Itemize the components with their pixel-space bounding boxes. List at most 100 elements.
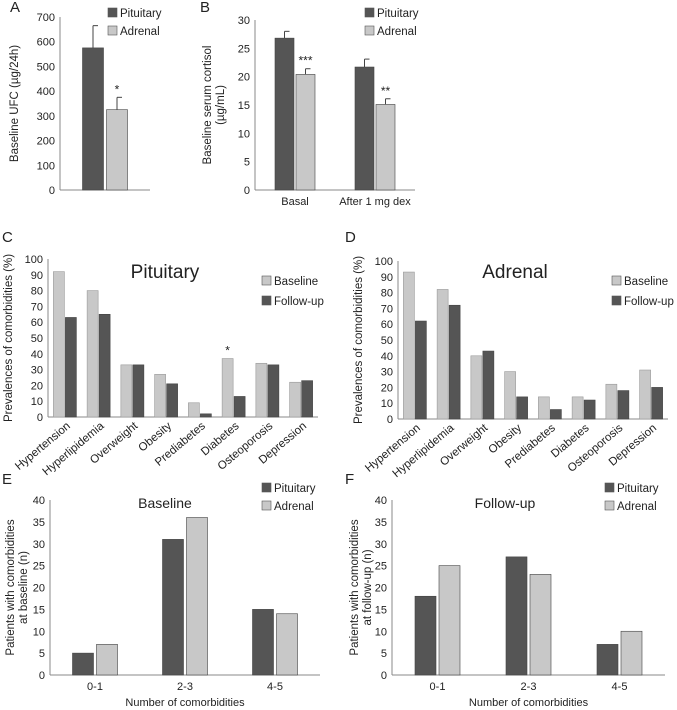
- y-tick-label: 10: [31, 396, 43, 408]
- bar-follow-up: [415, 320, 427, 420]
- y-tick-label: 300: [37, 111, 55, 123]
- y-tick-label: 50: [381, 335, 393, 347]
- panel-label: B: [200, 0, 210, 16]
- bar-adrenal: [620, 630, 643, 676]
- bar-follow-up: [583, 399, 596, 420]
- y-tick-label: 0: [244, 185, 250, 197]
- y-tick-label: 35: [375, 517, 387, 529]
- panel-label: D: [345, 229, 356, 246]
- legend-label: Pituitary: [120, 8, 162, 20]
- legend-label: Adrenal: [617, 501, 657, 513]
- chart-title: Baseline: [138, 495, 192, 511]
- y-tick-label: 30: [375, 539, 387, 551]
- bar-baseline: [86, 290, 99, 418]
- significance-marker: **: [381, 84, 391, 98]
- bar-adrenal: [106, 109, 128, 191]
- bar-follow-up: [200, 413, 212, 418]
- y-tick-label: 10: [33, 626, 45, 638]
- bar-pituitary: [596, 644, 619, 676]
- legend-swatch: [261, 295, 272, 306]
- x-tick-label: Basal: [281, 196, 309, 208]
- legend-swatch: [261, 500, 272, 511]
- y-tick-label: 25: [238, 43, 250, 55]
- y-tick-label: 0: [49, 185, 55, 197]
- y-tick-label: 5: [244, 157, 250, 169]
- bar-adrenal: [529, 574, 552, 676]
- bar-follow-up: [233, 396, 246, 418]
- y-tick-label: 25: [33, 561, 45, 573]
- legend-swatch: [364, 25, 375, 36]
- y-tick-label: 100: [375, 256, 393, 268]
- y-tick-label: 70: [31, 301, 43, 313]
- bar-follow-up: [267, 364, 280, 418]
- bar-baseline: [53, 271, 65, 418]
- legend-label: Adrenal: [377, 26, 417, 38]
- legend-label: Baseline: [274, 276, 318, 288]
- y-tick-label: 20: [238, 72, 250, 84]
- x-axis-label: Number of comorbidities: [469, 697, 589, 709]
- bar-baseline: [403, 271, 415, 420]
- bar-adrenal: [438, 565, 461, 676]
- x-tick-label: 4-5: [612, 681, 628, 693]
- y-tick-label: 30: [381, 367, 393, 379]
- y-tick-label: 600: [37, 37, 55, 49]
- legend-label: Pituitary: [274, 483, 316, 495]
- y-axis-label: Prevalences of comorbidities (%): [353, 256, 365, 424]
- x-tick-label: After 1 mg dex: [339, 196, 411, 208]
- bar-baseline: [605, 383, 618, 420]
- x-tick-label: 0-1: [87, 681, 103, 693]
- bar-follow-up: [448, 304, 461, 420]
- bar-pituitary: [162, 539, 184, 676]
- y-tick-label: 35: [33, 517, 45, 529]
- legend-label: Pituitary: [377, 8, 419, 20]
- y-axis-label: Patients with comorbiditiesat baseline (…: [5, 519, 30, 655]
- y-tick-label: 15: [375, 604, 387, 616]
- panel-label: A: [10, 0, 20, 16]
- y-tick-label: 500: [37, 61, 55, 73]
- y-axis-label: Baseline UFC (µg/24h): [9, 45, 21, 162]
- y-tick-label: 30: [31, 365, 43, 377]
- y-tick-label: 700: [37, 12, 55, 24]
- bar-follow-up: [482, 350, 495, 420]
- bar-baseline: [188, 402, 200, 418]
- y-tick-label: 90: [31, 270, 43, 282]
- y-tick-label: 0: [381, 670, 387, 682]
- y-tick-label: 70: [381, 303, 393, 315]
- y-tick-label: 0: [37, 412, 43, 424]
- y-tick-label: 40: [31, 349, 43, 361]
- legend-swatch: [364, 7, 375, 18]
- bar-follow-up: [132, 364, 145, 418]
- y-tick-label: 80: [381, 288, 393, 300]
- y-tick-label: 20: [31, 380, 43, 392]
- y-axis-label: Patients with comorbiditiesat follow-up …: [349, 519, 374, 655]
- panel-label: C: [2, 229, 13, 246]
- y-tick-label: 40: [375, 495, 387, 507]
- y-tick-label: 20: [375, 583, 387, 595]
- y-tick-label: 10: [238, 128, 250, 140]
- y-tick-label: 25: [375, 561, 387, 573]
- y-tick-label: 200: [37, 136, 55, 148]
- bar-adrenal: [96, 644, 118, 676]
- bar-follow-up: [617, 390, 630, 420]
- significance-marker: *: [225, 344, 230, 358]
- chart-title: Adrenal: [482, 262, 548, 283]
- chart-title: Pituitary: [131, 262, 200, 283]
- y-tick-label: 50: [31, 333, 43, 345]
- legend-label: Adrenal: [274, 501, 314, 513]
- y-tick-label: 400: [37, 86, 55, 98]
- panel-label: E: [2, 471, 12, 488]
- bar-baseline: [538, 396, 550, 420]
- bar-baseline: [436, 289, 449, 420]
- y-tick-label: 100: [37, 160, 55, 172]
- significance-marker: *: [115, 82, 120, 96]
- legend-swatch: [107, 25, 118, 36]
- bar-follow-up: [166, 383, 178, 418]
- legend-label: Baseline: [624, 276, 668, 288]
- bar-pituitary: [72, 652, 94, 676]
- y-tick-label: 10: [375, 626, 387, 638]
- x-tick-label: 4-5: [267, 681, 283, 693]
- bar-adrenal: [295, 74, 316, 191]
- x-tick-label: 2-3: [521, 681, 537, 693]
- y-tick-label: 60: [31, 317, 43, 329]
- bar-baseline: [255, 362, 268, 418]
